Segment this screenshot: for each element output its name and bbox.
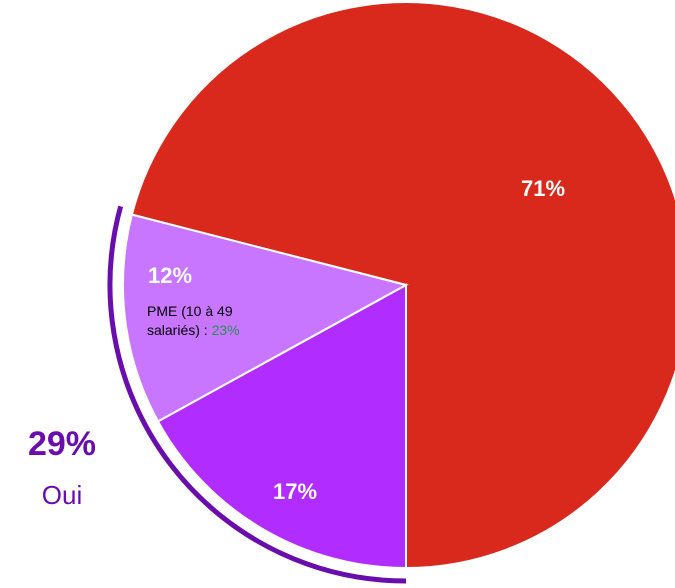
group-value: 29% [28, 425, 96, 463]
pie-slice [122, 213, 409, 423]
pie-slice [156, 283, 407, 570]
slice-label: 71% [521, 176, 565, 201]
group-name: Oui [42, 480, 82, 510]
slice-label: 12% [148, 263, 192, 288]
note: PME (10 à 49 salariés) : 23% [147, 302, 287, 340]
slice-label: 17% [273, 479, 317, 504]
note-value: 23% [211, 322, 240, 338]
note-text: PME (10 à 49 salariés) : [147, 303, 233, 338]
group-arc [107, 205, 407, 584]
pie-slice [130, 1, 675, 570]
